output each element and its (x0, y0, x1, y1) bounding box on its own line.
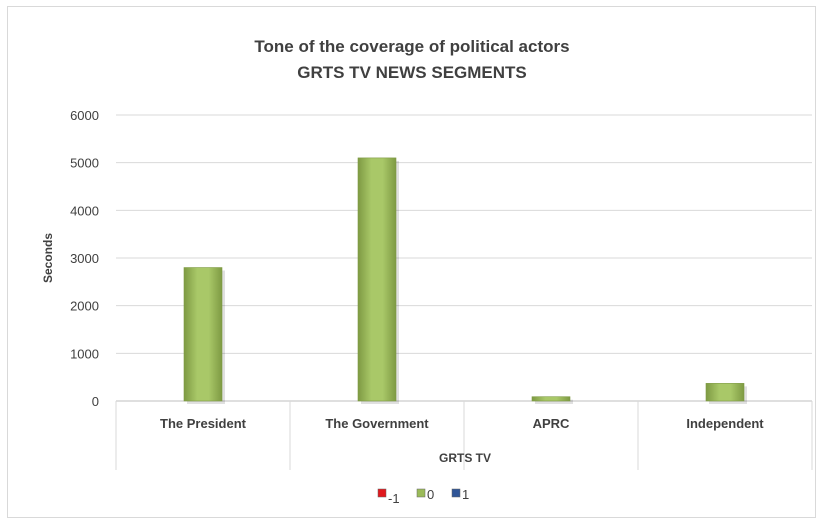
chart-title: Tone of the coverage of political actors (254, 37, 569, 56)
y-axis-ticks: 0 1000 2000 3000 4000 5000 6000 (70, 108, 99, 409)
legend-label: 1 (462, 487, 469, 502)
y-tick-label: 5000 (70, 156, 99, 171)
x-category-label: The President (160, 416, 247, 431)
legend-label: 0 (427, 487, 434, 502)
x-category-label: Independent (686, 416, 764, 431)
y-tick-label: 0 (92, 394, 99, 409)
y-axis-label: Seconds (41, 233, 55, 283)
bar-shadow (535, 399, 573, 404)
x-axis-categories: The President The Government APRC Independe… (160, 416, 764, 431)
y-tick-label: 2000 (70, 299, 99, 314)
bars (183, 157, 747, 404)
legend: -1 0 1 (377, 487, 469, 506)
bar (357, 157, 397, 402)
bar (705, 383, 745, 402)
chart-frame (7, 6, 816, 518)
y-tick-label: 4000 (70, 203, 99, 218)
bar (531, 396, 571, 402)
y-tick-label: 6000 (70, 108, 99, 123)
legend-swatch (377, 488, 387, 498)
legend-swatch (416, 488, 426, 498)
chart-subtitle: GRTS TV NEWS SEGMENTS (297, 63, 527, 82)
x-category-label: APRC (533, 416, 570, 431)
gridlines (115, 114, 813, 470)
legend-swatch (451, 488, 461, 498)
x-category-label: The Government (325, 416, 429, 431)
y-tick-label: 3000 (70, 251, 99, 266)
x-axis-label: GRTS TV (439, 451, 491, 465)
legend-label: -1 (388, 491, 400, 506)
bar (183, 267, 223, 402)
y-tick-label: 1000 (70, 346, 99, 361)
